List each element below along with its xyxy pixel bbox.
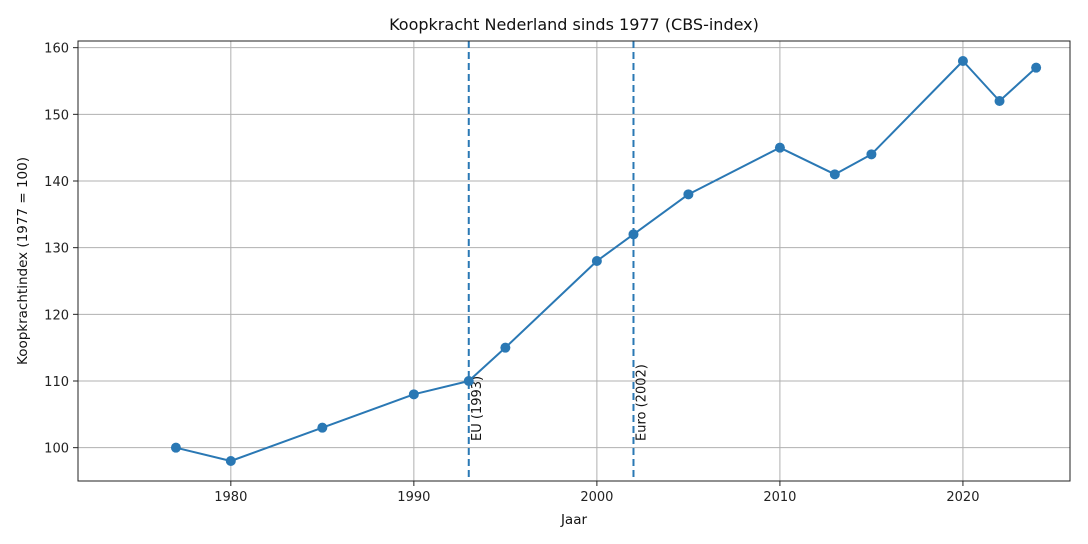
y-axis-ticks: 100 110 120 130 140 150 160: [44, 42, 78, 457]
y-tick-label: 110: [44, 375, 69, 390]
y-tick-label: 100: [44, 442, 69, 457]
data-point: [225, 456, 236, 466]
x-tick-label: 1980: [214, 490, 247, 505]
data-point: [500, 342, 511, 353]
y-tick-label: 160: [44, 42, 69, 57]
series-layer: [170, 56, 1042, 466]
y-axis-label: Koopkrachtindex (1977 = 100): [15, 157, 31, 365]
x-axis-ticks: 1980 1990 2000 2010 2020: [214, 481, 979, 505]
data-point: [170, 442, 181, 453]
data-point: [957, 56, 968, 66]
reference-line-label: Euro (2002): [634, 364, 649, 441]
data-point: [1031, 62, 1042, 73]
x-tick-label: 2000: [580, 490, 613, 505]
chart-title: Koopkracht Nederland sinds 1977 (CBS-ind…: [389, 15, 759, 34]
reference-lines: EU (1993) Euro (2002): [467, 41, 649, 481]
y-tick-label: 130: [44, 242, 69, 257]
plot-frame: [77, 40, 1071, 482]
data-point: [829, 169, 840, 180]
data-point: [774, 142, 785, 153]
data-point: [317, 422, 328, 433]
x-tick-label: 1990: [397, 490, 430, 505]
data-point: [628, 229, 639, 240]
data-point: [463, 376, 474, 386]
data-point: [994, 96, 1005, 106]
grid: [78, 41, 1070, 481]
reference-line-label: EU (1993): [470, 376, 485, 441]
x-axis-label: Jaar: [560, 512, 588, 528]
y-tick-label: 120: [44, 308, 69, 323]
data-point: [683, 189, 694, 200]
x-tick-label: 2020: [946, 490, 979, 505]
data-point: [408, 389, 419, 400]
x-tick-label: 2010: [763, 490, 796, 505]
data-point: [591, 256, 602, 266]
y-tick-label: 140: [44, 175, 69, 190]
y-tick-label: 150: [44, 108, 69, 123]
data-point: [866, 149, 877, 160]
